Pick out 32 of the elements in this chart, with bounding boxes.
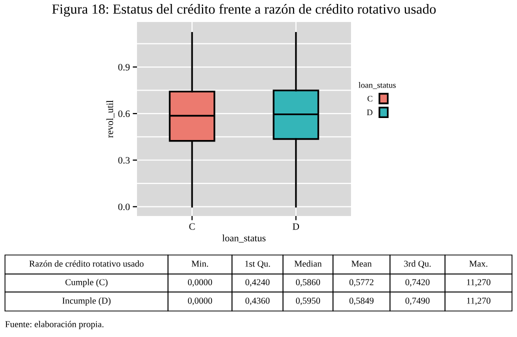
text: Cumple (C) bbox=[65, 278, 108, 288]
x-axis-title: loan_status bbox=[222, 234, 266, 243]
text: 0,0000 bbox=[188, 279, 212, 287]
legend-label: D bbox=[366, 110, 372, 116]
text: 0,5849 bbox=[349, 298, 374, 306]
y-tick-label: 0.0 bbox=[118, 204, 130, 210]
legend-title: loan_status bbox=[358, 82, 396, 89]
text: Razón de crédito rotativo usado bbox=[29, 260, 144, 267]
text: 0,5772 bbox=[349, 279, 374, 287]
text: Mean bbox=[351, 260, 372, 267]
text: 0,4240 bbox=[245, 279, 270, 287]
chart-title: Figura 18: Estatus del crédito frente a razón de crédito rotativo usado bbox=[52, 4, 436, 17]
text: Max. bbox=[469, 260, 488, 267]
y-tick-label: 0.3 bbox=[118, 157, 130, 164]
text: 0,5950 bbox=[296, 298, 320, 306]
text: 3rd Qu. bbox=[404, 260, 431, 268]
text: Median bbox=[294, 260, 322, 267]
y-tick-label: 0.9 bbox=[118, 64, 130, 71]
text: 0,4360 bbox=[245, 298, 270, 306]
source-note: Fuente: elaboración propia. bbox=[5, 320, 104, 330]
text: 0,7420 bbox=[405, 279, 430, 287]
text: Incumple (D) bbox=[62, 297, 111, 306]
text: 11,270 bbox=[467, 298, 490, 306]
text: 0,5860 bbox=[296, 279, 320, 287]
text: 0,7490 bbox=[405, 298, 430, 306]
y-tick-label: 0.6 bbox=[118, 110, 130, 118]
y-axis-title: revol_util bbox=[106, 100, 114, 138]
text: 11,270 bbox=[467, 279, 490, 287]
text: 0,0000 bbox=[188, 298, 212, 306]
legend-label: C bbox=[368, 96, 372, 102]
text: Min. bbox=[192, 260, 208, 267]
text: 1st Qu. bbox=[245, 260, 270, 268]
